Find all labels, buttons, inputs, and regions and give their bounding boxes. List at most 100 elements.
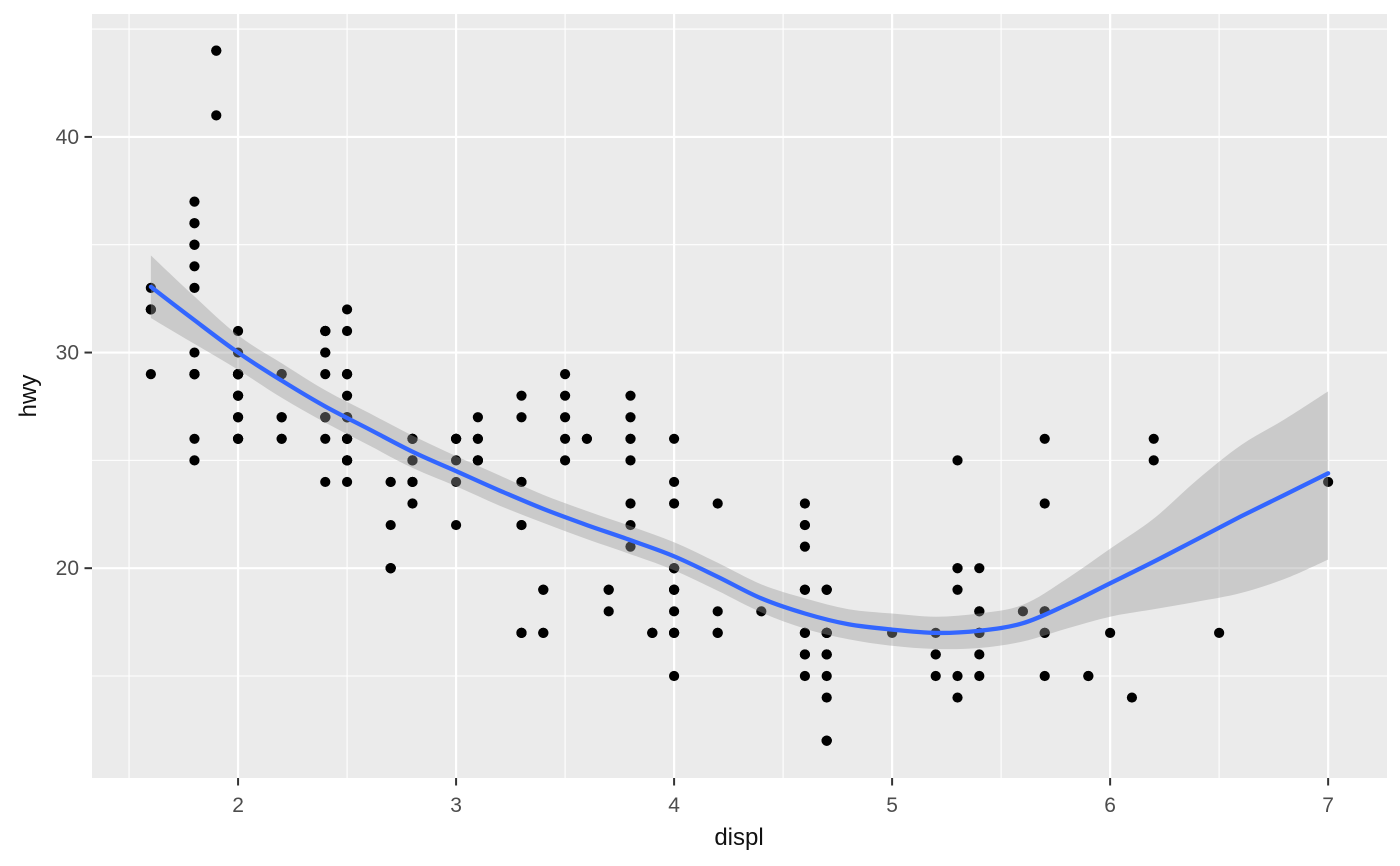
scatter-point	[341, 455, 353, 466]
scatter-point	[1039, 433, 1050, 444]
scatter-point	[799, 627, 811, 638]
scatter-point	[189, 239, 200, 250]
scatter-point	[974, 563, 985, 574]
y-tick-label: 30	[56, 342, 79, 365]
x-tick-label: 6	[1104, 794, 1116, 817]
scatter-point	[799, 649, 811, 660]
confidence-band	[150, 255, 1329, 650]
scatter-point	[341, 304, 353, 315]
scatter-point	[538, 627, 549, 638]
scatter-point	[712, 606, 723, 617]
scatter-point	[625, 519, 636, 531]
scatter-point	[930, 670, 941, 682]
scatter-point	[407, 433, 418, 444]
scatter-point	[668, 563, 680, 574]
scatter-point	[647, 627, 658, 638]
scatter-point	[952, 670, 963, 682]
scatter-point	[559, 433, 571, 444]
scatter-point	[320, 347, 331, 358]
scatter-point	[320, 476, 331, 488]
scatter-point	[668, 584, 680, 595]
scatter-point	[189, 369, 200, 380]
scatter-point	[407, 455, 418, 466]
scatter-point	[341, 325, 353, 337]
scatter-point	[320, 369, 331, 380]
scatter-point	[799, 498, 811, 509]
scatter-point	[821, 584, 832, 595]
y-tick-label: 40	[56, 126, 79, 149]
scatter-point	[341, 390, 353, 401]
scatter-point	[516, 476, 527, 488]
scatter-point	[1105, 627, 1116, 638]
scatter-point	[232, 433, 244, 444]
scatter-point	[341, 433, 353, 444]
scatter-point	[668, 627, 680, 638]
scatter-point	[407, 498, 418, 509]
y-tick-label: 20	[56, 557, 79, 580]
scatter-point	[189, 433, 200, 444]
scatter-point	[450, 433, 462, 444]
scatter-point	[189, 218, 200, 229]
x-tick-label: 4	[668, 794, 680, 817]
scatter-point	[974, 606, 985, 617]
scatter-point	[799, 541, 811, 552]
scatter-point	[450, 476, 462, 488]
scatter-point	[385, 476, 396, 488]
scatter-point	[756, 606, 767, 617]
scatter-point	[625, 412, 636, 423]
scatter-point	[821, 627, 832, 638]
scatter-point	[232, 369, 244, 380]
scatter-point	[974, 649, 985, 660]
scatter-point	[625, 541, 636, 552]
scatter-point	[559, 390, 571, 401]
scatter-point	[559, 412, 571, 423]
scatter-point	[1148, 433, 1159, 444]
scatter-point	[1323, 476, 1334, 488]
y-axis-title: hwy	[15, 375, 42, 418]
scatter-point	[276, 433, 287, 444]
scatter-point	[385, 563, 396, 574]
scatter-point	[952, 584, 963, 595]
scatter-point	[974, 670, 985, 682]
scatter-point	[189, 455, 200, 466]
scatter-point	[516, 519, 527, 531]
scatter-point	[1126, 692, 1138, 703]
scatter-point	[145, 304, 156, 315]
scatter-point	[559, 369, 571, 380]
scatter-point	[799, 584, 811, 595]
scatter-point	[1039, 627, 1050, 638]
scatter-point	[712, 627, 723, 638]
scatter-point	[952, 692, 963, 703]
scatter-point	[930, 649, 941, 660]
x-axis-title: displ	[714, 824, 763, 851]
scatter-point	[211, 45, 222, 56]
scatter-point	[232, 390, 244, 401]
scatter-point	[189, 261, 200, 272]
x-tick-label: 7	[1322, 794, 1334, 817]
scatter-point	[516, 627, 527, 638]
scatter-point	[952, 455, 963, 466]
scatter-point	[625, 390, 636, 401]
scatter-point	[1039, 498, 1050, 509]
scatter-point	[538, 584, 549, 595]
scatter-point	[1148, 455, 1159, 466]
scatter-point	[821, 649, 832, 660]
scatter-point	[385, 519, 396, 531]
scatter-point	[952, 563, 963, 574]
scatter-point	[559, 455, 571, 466]
scatter-point	[1017, 606, 1029, 617]
scatter-point	[276, 412, 287, 423]
scatter-point	[472, 433, 483, 444]
scatter-point	[211, 110, 222, 121]
scatter-point	[341, 476, 353, 488]
x-tick-label: 5	[886, 794, 898, 817]
scatter-point	[320, 325, 331, 337]
scatter-point	[145, 369, 156, 380]
scatter-point	[603, 606, 614, 617]
scatter-point	[232, 325, 244, 337]
scatter-point	[625, 433, 636, 444]
scatter-point	[668, 670, 680, 682]
scatter-point	[668, 433, 680, 444]
scatter-point	[407, 476, 418, 488]
